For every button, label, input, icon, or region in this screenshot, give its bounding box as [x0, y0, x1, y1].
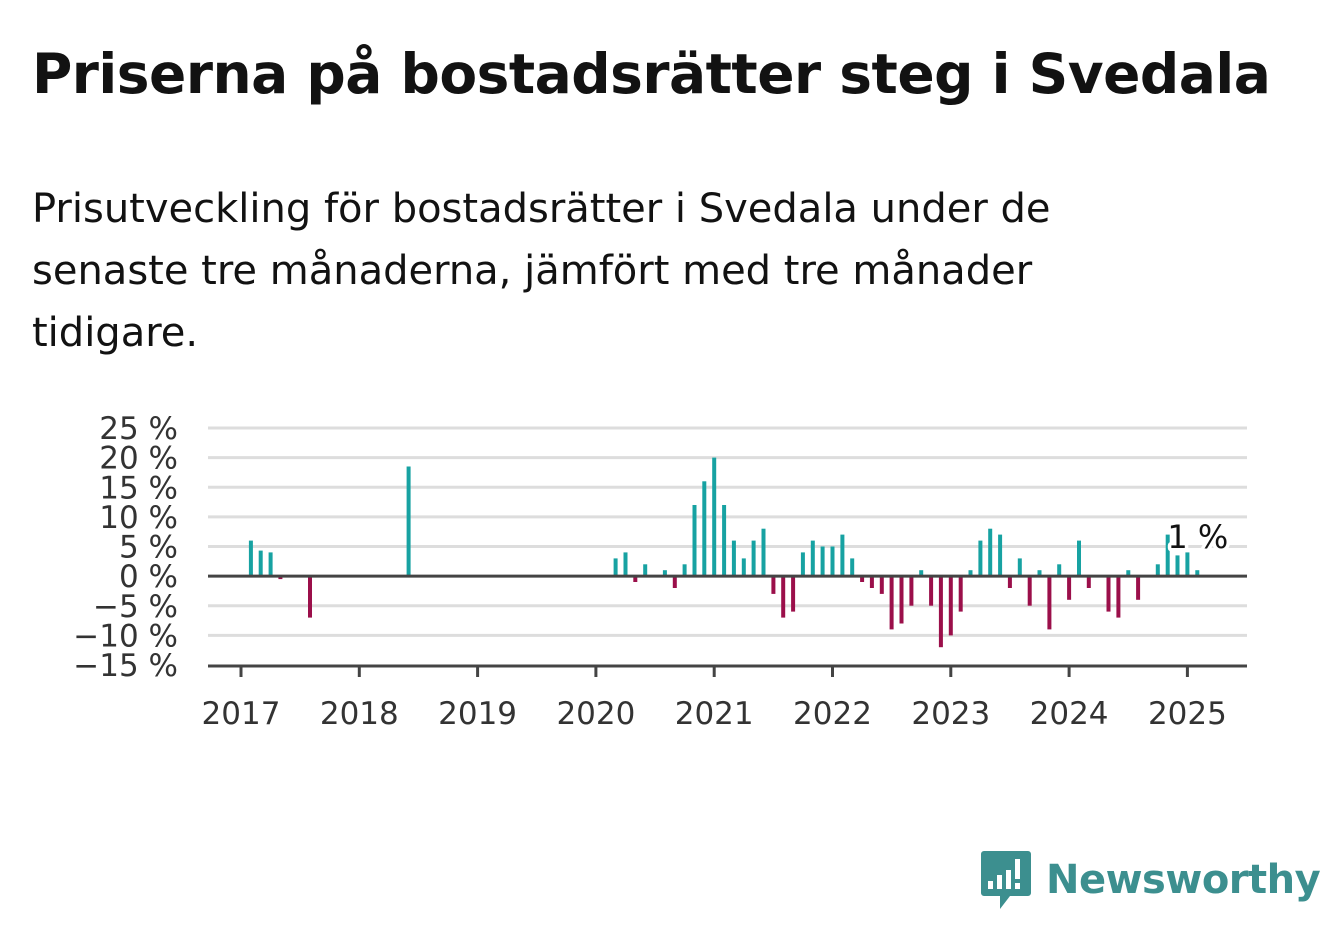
bar [692, 505, 697, 577]
y-tick-label: −5 % [93, 589, 178, 625]
bar [268, 552, 273, 577]
y-tick-label: 20 % [99, 441, 178, 477]
bar [633, 576, 638, 582]
bar [860, 576, 865, 582]
grid-lines [208, 426, 1247, 637]
bar [978, 540, 983, 577]
bar [998, 534, 1003, 577]
x-tick-label: 2018 [320, 696, 399, 732]
bar [929, 576, 934, 606]
bar [800, 552, 805, 577]
bar [702, 481, 707, 577]
bar [1017, 558, 1022, 577]
bar [712, 457, 717, 577]
bar [889, 576, 894, 630]
bar [781, 576, 786, 618]
x-tick-label: 2021 [675, 696, 754, 732]
bar [308, 576, 312, 618]
bar [1007, 576, 1012, 588]
x-tick-label: 2025 [1148, 696, 1227, 732]
x-tick-label: 2024 [1030, 696, 1109, 732]
x-tick-label: 2019 [438, 696, 517, 732]
bar [830, 546, 835, 577]
x-tick-label: 2020 [556, 696, 635, 732]
bar [1136, 576, 1141, 600]
bar [968, 570, 973, 577]
bar [820, 546, 825, 577]
bar [1126, 570, 1131, 577]
bar [643, 564, 648, 577]
bar [958, 576, 963, 612]
bar [1155, 564, 1160, 577]
bar [761, 528, 766, 577]
bar [751, 540, 756, 577]
chart-subtitle: Prisutveckling för bostadsrätter i Sveda… [32, 186, 1051, 356]
bar [662, 570, 667, 577]
y-tick-label: 0 % [119, 559, 178, 595]
bar [731, 540, 736, 577]
bar [810, 540, 815, 577]
bar [1175, 555, 1180, 577]
bar [948, 576, 953, 636]
last-value-label: 1 % [1167, 518, 1228, 556]
newsworthy-chart-bubble-icon [981, 851, 1031, 909]
bar [1106, 576, 1111, 612]
bar [938, 576, 943, 648]
bar [771, 576, 776, 594]
y-tick-label: −15 % [73, 648, 178, 684]
bar [1067, 576, 1072, 600]
bar [1086, 576, 1091, 588]
brand-name: Newsworthy [1046, 857, 1321, 903]
bar [909, 576, 914, 606]
x-tick-label: 2022 [793, 696, 872, 732]
axes [208, 574, 1247, 677]
bar [672, 576, 677, 588]
bar [1037, 570, 1042, 577]
y-tick-label: 15 % [99, 470, 178, 506]
bar [623, 552, 628, 577]
bar [1047, 576, 1052, 630]
y-tick-label: −10 % [73, 618, 178, 654]
bar [850, 558, 855, 577]
bar [613, 558, 618, 577]
bar [248, 540, 253, 577]
y-tick-label: 10 % [99, 500, 178, 536]
bars [248, 457, 1200, 648]
bar [406, 466, 411, 577]
bar [682, 564, 687, 577]
labels: 25 %20 %15 %10 %5 %0 %−5 %−10 %−15 % 2017… [73, 411, 1231, 732]
bar [1195, 570, 1200, 577]
bar [869, 576, 874, 588]
bar [741, 558, 746, 577]
brand-logo: Newsworthy [980, 848, 1321, 912]
bar [791, 576, 796, 612]
bar [722, 505, 727, 577]
bar [988, 528, 993, 577]
chart-title: Priserna på bostadsrätter steg i Svedala [32, 42, 1271, 106]
bar [879, 576, 884, 594]
bar [899, 576, 904, 624]
bar [1077, 540, 1081, 577]
bar [1057, 564, 1062, 577]
x-tick-label: 2023 [911, 696, 990, 732]
x-tick-label: 2017 [202, 696, 281, 732]
bar [1027, 576, 1032, 606]
bar [1165, 534, 1170, 577]
bar [919, 570, 924, 577]
y-tick-label: 5 % [119, 530, 178, 566]
bar [1116, 576, 1121, 618]
bar [258, 550, 263, 577]
bar [840, 534, 845, 577]
bar [1185, 552, 1190, 577]
y-tick-label: 25 % [99, 411, 178, 447]
